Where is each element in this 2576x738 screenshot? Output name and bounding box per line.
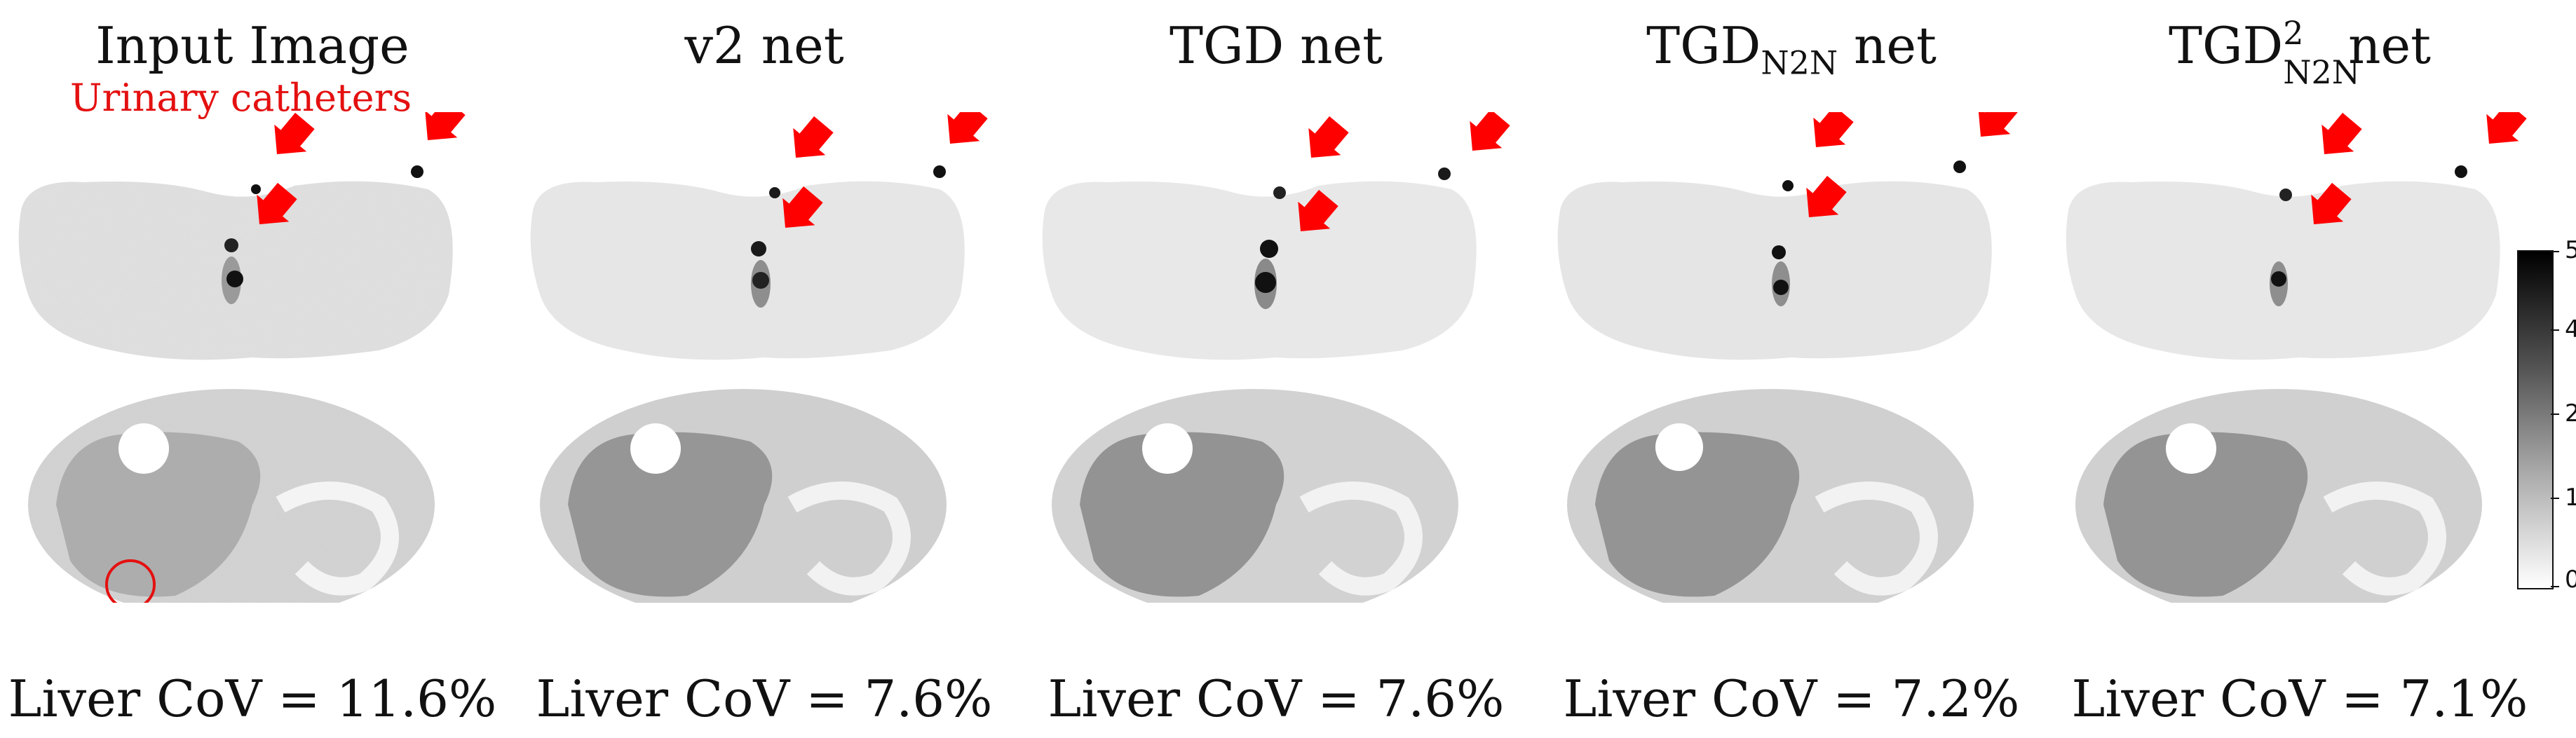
colorbar <box>2517 250 2554 589</box>
pet-scan-images <box>530 112 988 603</box>
annotation-label: Urinary catheters <box>70 76 412 120</box>
pet-scan-images <box>18 112 466 603</box>
colorbar-tick-label: 1 <box>2565 484 2576 512</box>
colorbar-tick-mark <box>2551 329 2559 331</box>
panel-v2-net: v2 net Liver CoV = 7.6% <box>512 0 1017 738</box>
panel-tgd-net: TGD net Liver CoV = 7.6% <box>1024 0 1528 738</box>
pet-scan-images <box>1042 112 1510 603</box>
colorbar-tick-label: 4 <box>2565 315 2576 343</box>
colorbar-tick-label: 0 <box>2565 566 2576 594</box>
liver-cov-metric: Liver CoV = 7.2% <box>1563 669 2020 728</box>
liver-cov-metric: Liver CoV = 11.6% <box>8 669 497 728</box>
colorbar-tick-mark <box>2551 586 2559 587</box>
pet-scan-images <box>2066 112 2527 603</box>
colorbar-tick-mark <box>2551 251 2559 252</box>
liver-cov-metric: Liver CoV = 7.6% <box>1048 669 1505 728</box>
colorbar-tick-label: 2 <box>2565 399 2576 428</box>
colorbar-tick-mark <box>2551 498 2559 499</box>
liver-cov-metric: Liver CoV = 7.6% <box>536 669 993 728</box>
roi-circle <box>105 559 156 603</box>
panel-tgd-n2n-net: TGDN2N net Liver CoV = 7.2% <box>1539 0 2044 738</box>
panel-tgd2-n2n-net: TGD 2 N2N net Liver CoV = 7.1% <box>2047 0 2552 738</box>
panel-title: TGDN2N net <box>1646 16 1937 82</box>
pet-scan-images <box>1557 112 2019 603</box>
panel-title: TGD 2 N2N net <box>2168 14 2432 91</box>
colorbar-tick-mark <box>2551 414 2559 415</box>
panel-title: TGD net <box>1169 16 1383 75</box>
panel-title: v2 net <box>684 16 844 75</box>
panel-title: Input Image <box>95 16 409 75</box>
panel-input: Input Image Urinary catheters <box>0 0 505 738</box>
liver-cov-metric: Liver CoV = 7.1% <box>2071 669 2528 728</box>
colorbar-tick-label: 5 <box>2565 236 2576 264</box>
